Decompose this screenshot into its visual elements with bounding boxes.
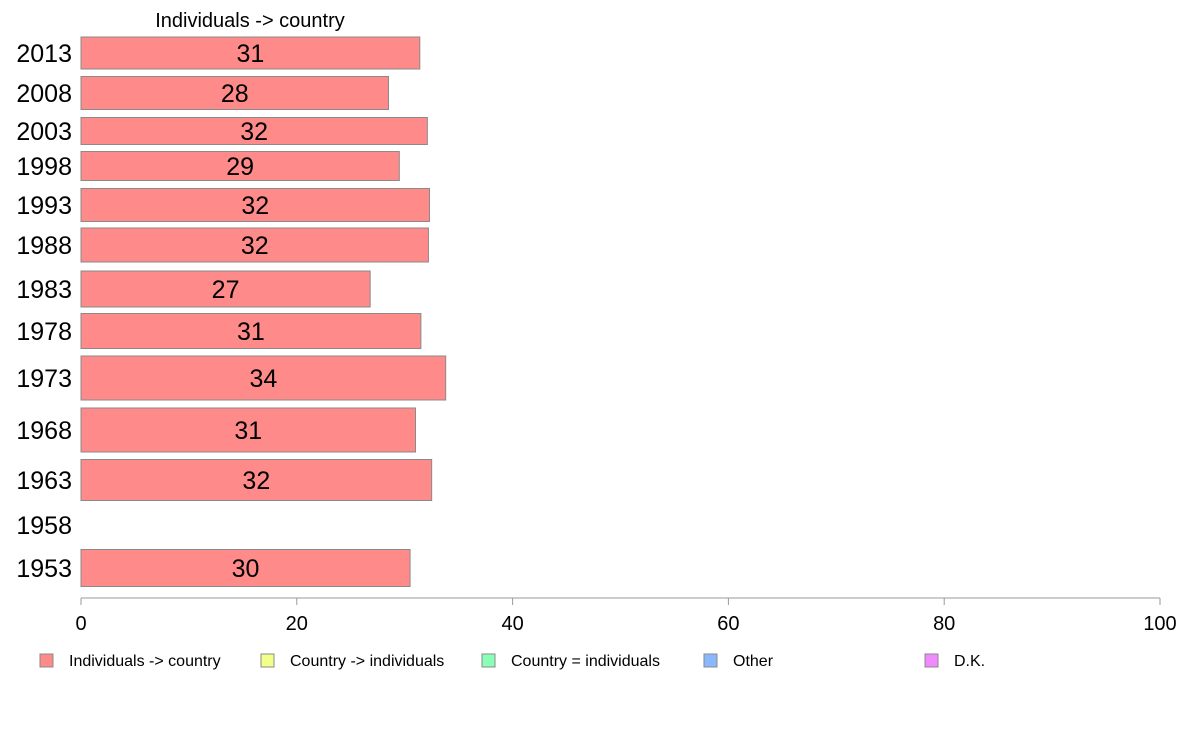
- data-label: 30: [232, 555, 260, 583]
- category-label: 1988: [16, 232, 72, 260]
- legend: Individuals -> country Country -> individ…: [39, 653, 985, 670]
- legend-label: D.K.: [954, 653, 985, 670]
- data-label: 32: [240, 118, 268, 146]
- series-header: Individuals -> country: [155, 10, 345, 32]
- data-label: 34: [249, 365, 277, 393]
- data-label: 31: [236, 40, 264, 68]
- category-label: 1993: [16, 192, 72, 220]
- data-label: 31: [237, 318, 265, 346]
- category-label: 1998: [16, 153, 72, 181]
- data-label: 28: [221, 80, 249, 108]
- legend-swatch: [703, 653, 718, 668]
- x-tick-label: 60: [717, 613, 739, 635]
- category-label: 1973: [16, 365, 72, 393]
- data-label: 32: [241, 192, 269, 220]
- category-label: 1963: [16, 467, 72, 495]
- category-label: 1953: [16, 555, 72, 583]
- legend-label: Country = individuals: [511, 653, 660, 670]
- x-tick-label: 20: [286, 613, 308, 635]
- x-tick-label: 80: [933, 613, 955, 635]
- legend-swatch: [39, 653, 54, 668]
- bar: [80, 270, 371, 308]
- bar: [80, 227, 429, 263]
- data-label: 32: [242, 467, 270, 495]
- legend-label: Other: [733, 653, 774, 670]
- x-tick-label: 0: [75, 613, 86, 635]
- data-label: 27: [212, 276, 240, 304]
- x-tick-label: 40: [501, 613, 523, 635]
- category-labels: 2013 2008 2003 1998 1993 1988 1983 1978 1973 1968…: [16, 40, 72, 583]
- bar: [80, 355, 447, 401]
- legend-label: Country -> individuals: [290, 653, 444, 670]
- data-label: 32: [241, 232, 269, 260]
- legend-label: Individuals -> country: [69, 653, 221, 670]
- category-label: 1978: [16, 318, 72, 346]
- legend-swatch: [260, 653, 275, 668]
- legend-swatch: [481, 653, 496, 668]
- category-label: 1983: [16, 276, 72, 304]
- x-axis: 0 20 40 60 80 100: [75, 597, 1177, 635]
- x-tick-label: 100: [1143, 613, 1176, 635]
- category-label: 1958: [16, 512, 72, 540]
- bar: [80, 36, 421, 70]
- category-label: 2003: [16, 118, 72, 146]
- bars-group: [80, 36, 447, 587]
- bar: [80, 188, 431, 222]
- bar: [80, 151, 400, 181]
- bar: [80, 313, 422, 349]
- category-label: 2008: [16, 80, 72, 108]
- bar: [80, 407, 416, 453]
- category-label: 1968: [16, 417, 72, 445]
- data-label: 29: [226, 153, 254, 181]
- bar: [80, 76, 390, 110]
- bar: [80, 459, 433, 501]
- legend-swatch: [924, 653, 939, 668]
- bar: [80, 549, 411, 587]
- category-label: 2013: [16, 40, 72, 68]
- bar: [80, 117, 428, 145]
- data-label: 31: [234, 417, 262, 445]
